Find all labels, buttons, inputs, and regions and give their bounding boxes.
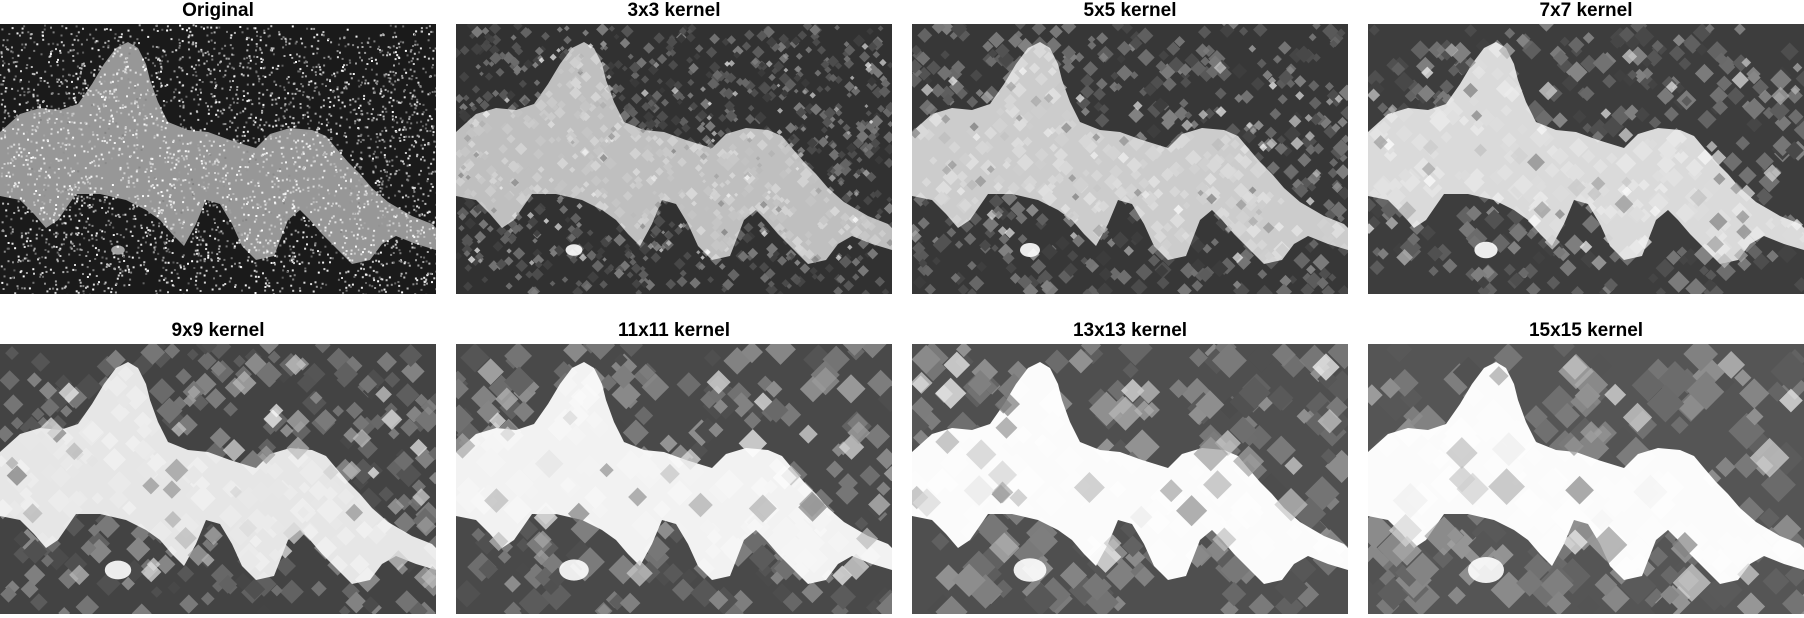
filtered-image-canvas: [456, 344, 892, 614]
panel-title: 5x5 kernel: [1083, 0, 1177, 21]
noisy-image-canvas: [0, 24, 436, 294]
filtered-image-5x5: [912, 24, 1348, 294]
original-image: [0, 24, 436, 294]
panel-title: 15x15 kernel: [1528, 320, 1644, 341]
filtered-image-canvas: [456, 24, 892, 294]
filtered-image-15x15: [1368, 344, 1804, 614]
filtered-image-canvas: [912, 344, 1348, 614]
filtered-image-7x7: [1368, 24, 1804, 294]
filtered-image-canvas: [1368, 24, 1804, 294]
filtered-image-13x13: [912, 344, 1348, 614]
filtered-image-canvas: [0, 344, 436, 614]
bright-landform: [0, 42, 436, 265]
filtered-image-canvas: [912, 24, 1348, 294]
panel-title: 7x7 kernel: [1539, 0, 1633, 21]
filtered-image-canvas: [1368, 344, 1804, 614]
filtered-image-9x9: [0, 344, 436, 614]
panel-title: 9x9 kernel: [171, 320, 265, 341]
bright-landform: [912, 351, 1348, 584]
panel-title: 13x13 kernel: [1072, 320, 1188, 341]
filtered-image-11x11: [456, 344, 892, 614]
panel-title: 11x11 kernel: [618, 320, 730, 341]
filtered-image-3x3: [456, 24, 892, 294]
bright-landform: [456, 40, 892, 267]
panel-title: Original: [182, 0, 254, 21]
panel-title: 3x3 kernel: [627, 0, 721, 21]
